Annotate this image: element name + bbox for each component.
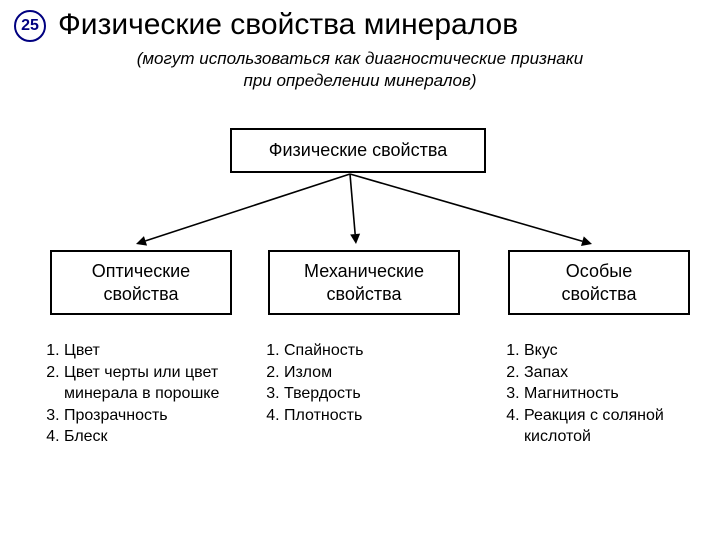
child-node-1: Механическиесвойства [268,250,460,315]
list-item: Блеск [64,426,230,448]
property-list-0: ЦветЦвет черты или цвет минерала в порош… [40,340,230,448]
child-node-label: Особыесвойства [561,261,636,304]
arrow-head-1 [350,234,360,244]
arrow-line-1 [350,174,355,234]
list-item: Твердость [284,383,450,405]
property-list-2: ВкусЗапахМагнитностьРеакция с соляной ки… [500,340,690,448]
property-ol: ВкусЗапахМагнитностьРеакция с соляной ки… [500,340,690,448]
list-item: Прозрачность [64,405,230,427]
list-item: Запах [524,362,690,384]
arrow-line-0 [146,174,350,241]
property-ol: СпайностьИзломТвердостьПлотность [260,340,450,426]
property-ol: ЦветЦвет черты или цвет минерала в порош… [40,340,230,448]
list-item: Реакция с соляной кислотой [524,405,690,448]
arrow-head-0 [136,236,147,246]
child-node-0: Оптическиесвойства [50,250,232,315]
list-item: Цвет [64,340,230,362]
list-item: Вкус [524,340,690,362]
property-list-1: СпайностьИзломТвердостьПлотность [260,340,450,426]
list-item: Цвет черты или цвет минерала в порошке [64,362,230,405]
arrow-head-2 [581,236,592,246]
list-item: Спайность [284,340,450,362]
child-node-label: Оптическиесвойства [92,261,190,304]
list-item: Магнитность [524,383,690,405]
arrow-line-2 [350,174,582,241]
list-item: Плотность [284,405,450,427]
child-node-label: Механическиесвойства [304,261,424,304]
list-item: Излом [284,362,450,384]
child-node-2: Особыесвойства [508,250,690,315]
